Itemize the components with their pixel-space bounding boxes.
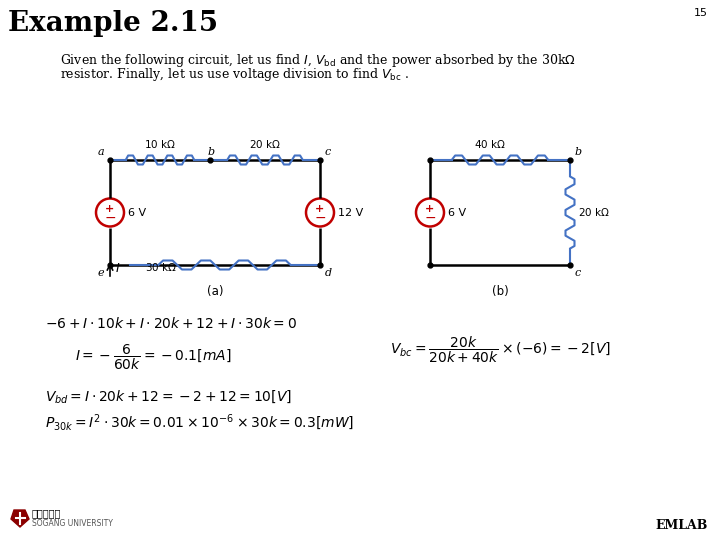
Polygon shape <box>11 510 29 527</box>
Text: Example 2.15: Example 2.15 <box>8 10 218 37</box>
Text: d: d <box>325 268 332 278</box>
Text: c: c <box>325 147 331 157</box>
Text: EMLAB: EMLAB <box>656 519 708 532</box>
Text: 30 k$\Omega$: 30 k$\Omega$ <box>145 261 177 273</box>
Text: −: − <box>314 211 326 225</box>
Text: 6 V: 6 V <box>128 207 146 218</box>
Text: resistor. Finally, let us use voltage division to find $V_{\mathrm{bc}}$ .: resistor. Finally, let us use voltage di… <box>60 66 409 83</box>
Text: $V_{bd}=I\cdot20k+12=-2+12=10\left[V\right]$: $V_{bd}=I\cdot20k+12=-2+12=10\left[V\rig… <box>45 388 292 405</box>
Text: 12 V: 12 V <box>338 207 364 218</box>
Text: (a): (a) <box>207 285 223 298</box>
Text: $V_{bc}=\dfrac{20k}{20k+40k}\times(-6)=-2\left[V\right]$: $V_{bc}=\dfrac{20k}{20k+40k}\times(-6)=-… <box>390 335 611 366</box>
Text: $I=-\dfrac{6}{60k}=-0.1\left[mA\right]$: $I=-\dfrac{6}{60k}=-0.1\left[mA\right]$ <box>75 343 231 373</box>
Text: 10 k$\Omega$: 10 k$\Omega$ <box>144 138 176 150</box>
Text: $-6+I\cdot10k+I\cdot20k+12+I\cdot30k=0$: $-6+I\cdot10k+I\cdot20k+12+I\cdot30k=0$ <box>45 316 297 331</box>
Text: (b): (b) <box>492 285 508 298</box>
Text: 20 k$\Omega$: 20 k$\Omega$ <box>578 206 610 219</box>
Text: e: e <box>97 268 104 278</box>
Text: 6 V: 6 V <box>448 207 466 218</box>
Text: 20 k$\Omega$: 20 k$\Omega$ <box>249 138 281 150</box>
Text: 15: 15 <box>694 8 708 18</box>
Text: 40 k$\Omega$: 40 k$\Omega$ <box>474 138 506 150</box>
Text: c: c <box>575 268 581 278</box>
Text: −: − <box>104 211 116 225</box>
Text: Given the following circuit, let us find $I$, $V_{\mathrm{bd}}$ and the power ab: Given the following circuit, let us find… <box>60 52 576 69</box>
Text: +: + <box>426 204 435 213</box>
Text: SOGANG UNIVERSITY: SOGANG UNIVERSITY <box>32 519 113 528</box>
Text: b: b <box>575 147 582 157</box>
Text: b: b <box>207 147 215 157</box>
Text: −: − <box>424 211 436 225</box>
Text: 서강대학교: 서강대학교 <box>32 508 61 518</box>
Text: $I$: $I$ <box>115 261 120 274</box>
Text: +: + <box>105 204 114 213</box>
Text: +: + <box>315 204 325 213</box>
Text: a: a <box>97 147 104 157</box>
Text: $P_{30k}=I^{2}\cdot30k=0.01\times10^{-6}\times30k=0.3\left[mW\right]$: $P_{30k}=I^{2}\cdot30k=0.01\times10^{-6}… <box>45 413 354 434</box>
